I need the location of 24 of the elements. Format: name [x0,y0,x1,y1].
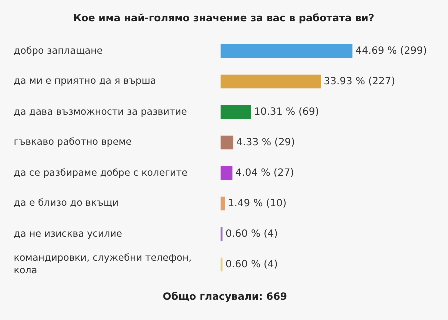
y-tick-label: гъвкаво работно време [14,137,132,148]
chart-title: Кое има най-голямо значение за вас в работата ви? [74,13,375,24]
data-label: 33.93 % (227) [324,76,396,88]
bar [220,44,353,58]
text: Общо гласували: 669 [163,292,288,303]
data-label: 4.33 % (29) [236,137,296,148]
y-tick-label: да не изисква усилие [14,229,123,240]
data-label: 10.31 % (69) [254,106,320,118]
bar [220,105,252,120]
data-label: 1.49 % (10) [228,198,287,210]
data-label: 4.04 % (27) [236,168,294,179]
y-tick-label: да дава възможности за развитие [14,107,188,118]
bar [220,136,234,150]
data-label: 0.60 % (4) [226,259,278,270]
y-tick-label: да е близо до вкъщи [14,198,119,209]
bar [220,196,226,211]
data-label: 44.69 % (299) [356,46,428,57]
y-tick-label: да се разбираме добре с колегите [14,168,188,179]
y-tick-label: командировки, служебни телефон, кола [14,253,192,276]
y-tick-label: да ми е приятно да я върша [14,76,156,87]
bar [220,166,233,180]
y-tick-label: добро заплащане [14,46,104,57]
bar [220,74,321,89]
data-label: 0.60 % (4) [226,228,278,240]
